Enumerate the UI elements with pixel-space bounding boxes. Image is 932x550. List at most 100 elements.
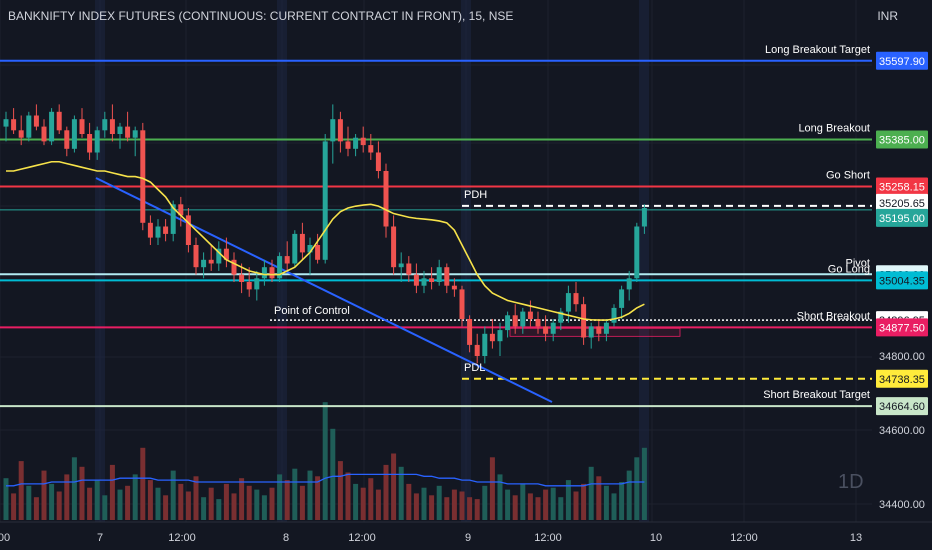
- volume-bar: [71, 457, 77, 520]
- volume-bar: [345, 472, 351, 520]
- candle-body: [588, 326, 594, 338]
- price-tag: [876, 271, 928, 290]
- volume-bar: [398, 466, 404, 520]
- candle-body: [94, 130, 100, 153]
- level-label-pdh: PDH: [464, 189, 487, 201]
- candle-body: [292, 233, 298, 264]
- candle-body: [330, 119, 336, 142]
- level-label: Go Short: [826, 169, 870, 181]
- volume-bar: [603, 485, 609, 520]
- candle-body: [208, 259, 214, 264]
- candle-body: [56, 111, 62, 131]
- candle-body: [49, 111, 55, 142]
- volume-bar: [535, 497, 541, 520]
- volume-bar: [292, 468, 298, 520]
- candle-body: [383, 171, 389, 227]
- candle-body: [201, 259, 207, 268]
- price-tag: [876, 397, 928, 416]
- candle-body: [246, 282, 252, 290]
- volume-bar: [254, 489, 260, 520]
- level-label: Short Breakout Target: [763, 389, 870, 401]
- volume-bar: [223, 483, 229, 520]
- volume-bar: [543, 489, 549, 520]
- candle-body: [140, 130, 146, 223]
- volume-bar: [406, 483, 412, 520]
- volume-bar: [3, 478, 9, 520]
- candle-body: [611, 307, 617, 323]
- candle-body: [254, 278, 260, 290]
- candle-body: [573, 293, 579, 305]
- volume-bar: [26, 485, 32, 520]
- candle-body: [368, 145, 374, 153]
- candle-body: [596, 326, 602, 334]
- candle-body: [299, 233, 305, 253]
- candle-body: [3, 119, 9, 127]
- candle-body: [87, 134, 93, 153]
- level-label: Go Long: [828, 263, 870, 275]
- price-tag-value: 35258.15: [879, 181, 925, 193]
- volume-bar: [482, 485, 488, 520]
- volume-bar: [596, 476, 602, 520]
- candle-body: [64, 130, 70, 149]
- level-label: Short Breakout: [797, 310, 870, 322]
- candle-body: [261, 267, 267, 279]
- candle-body: [497, 330, 503, 342]
- volume-bar: [429, 495, 435, 520]
- volume-bar: [208, 487, 214, 520]
- candle-body: [459, 289, 465, 319]
- x-tick-label: 13: [850, 532, 862, 544]
- volume-bar: [459, 491, 465, 520]
- candle-body: [360, 137, 366, 146]
- level-label-pdl: PDL: [464, 362, 485, 374]
- volume-bar: [512, 495, 518, 520]
- price-tag: [876, 51, 928, 70]
- price-tag-value: 35385.00: [879, 135, 925, 147]
- volume-bar: [132, 474, 138, 520]
- volume-bar: [330, 428, 336, 520]
- price-tag: [876, 177, 928, 196]
- candle-body: [619, 289, 625, 308]
- candle-body: [436, 267, 442, 282]
- volume-bar: [322, 402, 328, 520]
- volume-bar: [201, 497, 207, 520]
- candle-body: [565, 293, 571, 312]
- price-tag-value: 34664.60: [879, 401, 925, 413]
- candle-body: [353, 137, 359, 149]
- volume-bar: [489, 457, 495, 520]
- candle-body: [147, 222, 153, 238]
- candle-body: [444, 267, 450, 286]
- volume-bar: [550, 487, 556, 520]
- volume-bar: [193, 476, 199, 520]
- volume-bar: [261, 495, 267, 520]
- volume-bar: [231, 493, 237, 520]
- volume-bar: [581, 483, 587, 520]
- candle-body: [315, 245, 321, 260]
- candle-body: [223, 248, 229, 260]
- volume-bar: [497, 474, 503, 520]
- candle-body: [163, 226, 169, 234]
- volume-bar: [467, 497, 473, 520]
- volume-bar: [185, 491, 191, 520]
- volume-bar: [163, 495, 169, 520]
- candle-body: [231, 259, 237, 275]
- volume-bar: [383, 464, 389, 520]
- volume-bar: [64, 474, 70, 520]
- volume-bar: [436, 485, 442, 520]
- candle-body: [125, 126, 131, 138]
- y-tick-label: 34600.00: [879, 425, 925, 437]
- volume-bar: [573, 491, 579, 520]
- candle-body: [527, 311, 533, 319]
- volume-bar: [421, 487, 427, 520]
- volume-bar: [239, 478, 245, 520]
- volume-bar: [125, 485, 131, 520]
- price-tag-value: 35004.35: [879, 275, 925, 287]
- x-tick-label: 9: [465, 532, 471, 544]
- chart-title: BANKNIFTY INDEX FUTURES (CONTINUOUS: CUR…: [8, 9, 514, 23]
- candle-body: [406, 263, 412, 275]
- candle-body: [581, 304, 587, 338]
- candle-body: [451, 285, 457, 290]
- candle-body: [398, 263, 404, 268]
- volume-bar: [49, 483, 55, 520]
- candle-body: [429, 278, 435, 282]
